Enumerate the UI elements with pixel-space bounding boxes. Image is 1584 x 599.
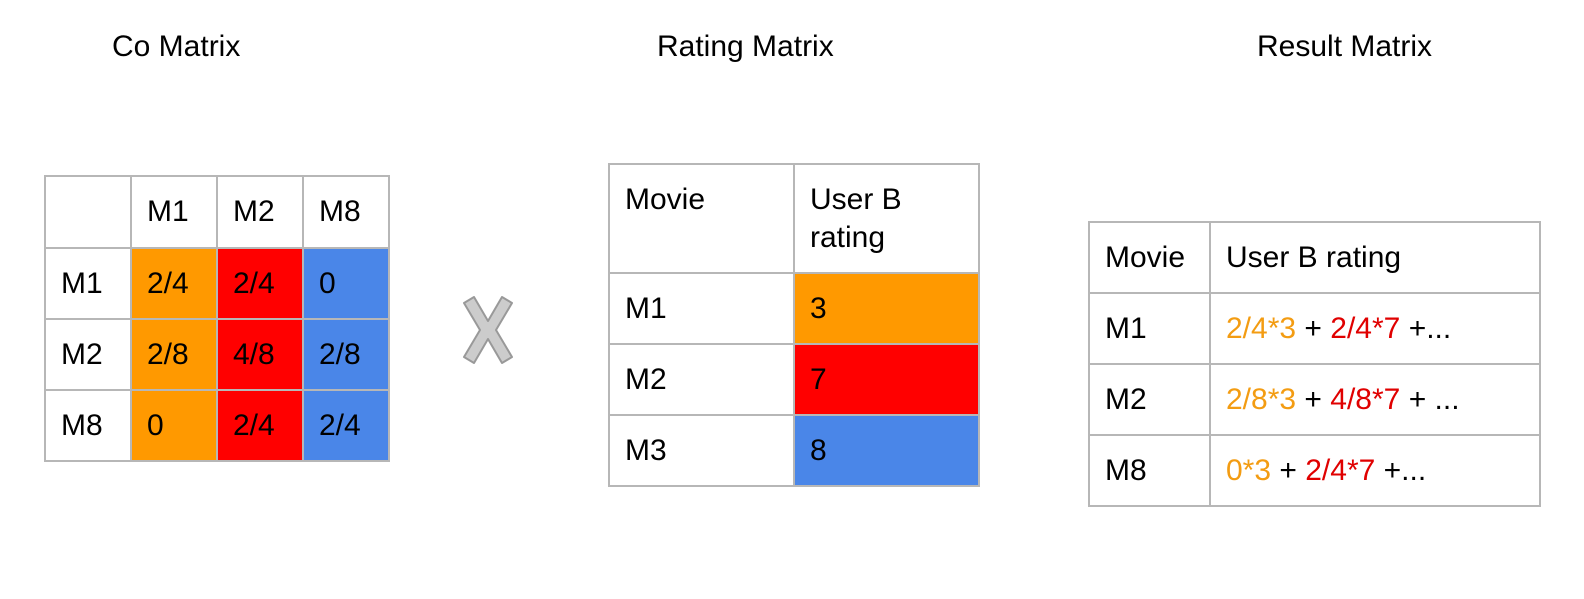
- result-matrix-table: Movie User B rating M1 2/4*3 + 2/4*7 +..…: [1088, 221, 1541, 507]
- formula-plus: +: [1296, 382, 1331, 416]
- rating-matrix-title: Rating Matrix: [657, 30, 834, 63]
- movie-cell: M3: [608, 414, 795, 487]
- table-header-row: M1 M2 M8: [44, 175, 390, 249]
- row-label: M2: [44, 318, 132, 391]
- table-row: M1 2/4 2/4 0: [44, 247, 390, 320]
- formula-tail: +...: [1375, 453, 1427, 487]
- formula-term-red: 2/4*7: [1305, 453, 1376, 487]
- row-label: M8: [44, 389, 132, 462]
- col-header-m2: M2: [216, 175, 304, 249]
- row-label: M1: [44, 247, 132, 320]
- movie-cell: M8: [1088, 434, 1211, 507]
- table-header-row: Movie User B rating: [1088, 221, 1541, 294]
- cell: 2/4: [216, 389, 304, 462]
- co-matrix-title: Co Matrix: [112, 30, 241, 63]
- formula-term-orange: 0*3: [1226, 453, 1272, 487]
- formula-term-red: 4/8*7: [1330, 382, 1401, 416]
- corner-cell: [44, 175, 132, 249]
- formula-cell: 2/4*3 + 2/4*7 +...: [1209, 292, 1541, 365]
- multiply-x-icon: [463, 296, 513, 364]
- table-row: M1 3: [608, 272, 980, 345]
- table-row: M8 0*3 + 2/4*7 +...: [1088, 434, 1541, 507]
- cell: 2/8: [302, 318, 390, 391]
- table-row: M2 2/8 4/8 2/8: [44, 318, 390, 391]
- cell: 4/8: [216, 318, 304, 391]
- table-row: M1 2/4*3 + 2/4*7 +...: [1088, 292, 1541, 365]
- movie-cell: M1: [608, 272, 795, 345]
- movie-cell: M1: [1088, 292, 1211, 365]
- formula-tail: +...: [1400, 311, 1452, 345]
- co-matrix-table: M1 M2 M8 M1 2/4 2/4 0 M2 2/8 4/8 2/8 M8 …: [44, 175, 390, 462]
- table-row: M2 7: [608, 343, 980, 416]
- header-user-b-rating: User B rating: [1209, 221, 1541, 294]
- movie-cell: M2: [1088, 363, 1211, 436]
- formula-tail: + ...: [1400, 382, 1460, 416]
- formula-term-orange: 2/8*3: [1226, 382, 1297, 416]
- header-movie: Movie: [608, 163, 795, 274]
- cell: 2/4: [302, 389, 390, 462]
- table-row: M8 0 2/4 2/4: [44, 389, 390, 462]
- formula-plus: +: [1296, 311, 1331, 345]
- cell: 0: [130, 389, 218, 462]
- formula-cell: 2/8*3 + 4/8*7 + ...: [1209, 363, 1541, 436]
- movie-cell: M2: [608, 343, 795, 416]
- rating-cell: 8: [793, 414, 980, 487]
- cell: 0: [302, 247, 390, 320]
- header-user-b-rating: User B rating: [793, 163, 980, 274]
- formula-cell: 0*3 + 2/4*7 +...: [1209, 434, 1541, 507]
- col-header-m1: M1: [130, 175, 218, 249]
- formula-term-red: 2/4*7: [1330, 311, 1401, 345]
- header-movie: Movie: [1088, 221, 1211, 294]
- col-header-m8: M8: [302, 175, 390, 249]
- table-row: M3 8: [608, 414, 980, 487]
- cell: 2/8: [130, 318, 218, 391]
- result-matrix-title: Result Matrix: [1257, 30, 1433, 63]
- formula-term-orange: 2/4*3: [1226, 311, 1297, 345]
- table-header-row: Movie User B rating: [608, 163, 980, 274]
- cell: 2/4: [130, 247, 218, 320]
- table-row: M2 2/8*3 + 4/8*7 + ...: [1088, 363, 1541, 436]
- cell: 2/4: [216, 247, 304, 320]
- rating-matrix-table: Movie User B rating M1 3 M2 7 M3 8: [608, 163, 980, 487]
- formula-plus: +: [1271, 453, 1306, 487]
- rating-cell: 3: [793, 272, 980, 345]
- rating-cell: 7: [793, 343, 980, 416]
